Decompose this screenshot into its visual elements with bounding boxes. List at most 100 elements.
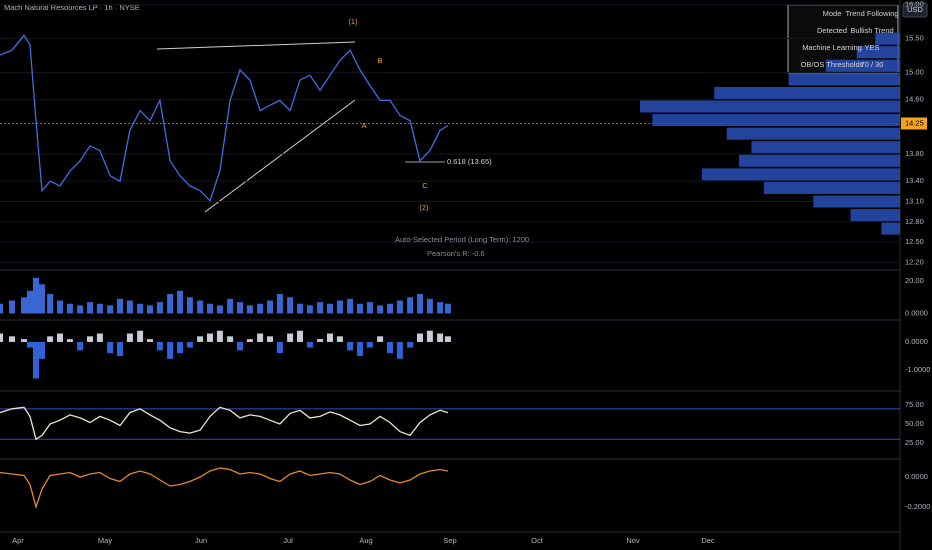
bar: [96, 333, 103, 342]
bar: [9, 336, 15, 342]
y-tick-label: 14.60: [905, 95, 924, 104]
bar: [377, 305, 384, 314]
bar: [257, 333, 264, 342]
bar: [96, 303, 103, 314]
y-tick-label: 75.00: [905, 400, 924, 409]
y-tick-label: 0.0000: [905, 337, 928, 346]
bar: [66, 339, 73, 342]
volume-profile-bar: [856, 46, 900, 59]
bar: [407, 297, 414, 314]
volume-profile-bar: [813, 195, 900, 208]
x-tick-label: Dec: [701, 536, 715, 545]
volume-profile-bar: [763, 181, 900, 194]
annotation: C: [422, 181, 428, 190]
y-tick-label: 13.40: [905, 176, 924, 185]
x-tick-label: Apr: [12, 536, 24, 545]
y-tick-label: 0.0000: [905, 308, 928, 317]
y-tick-label: 16.00: [905, 0, 924, 9]
bar: [437, 333, 444, 342]
bar: [207, 303, 213, 314]
bar: [377, 336, 384, 342]
bar: [66, 303, 73, 314]
bar: [216, 330, 223, 342]
x-tick-label: May: [98, 536, 112, 545]
bar: [137, 303, 144, 314]
bar: [87, 336, 93, 342]
bar: [227, 298, 234, 314]
y-tick-label: 20.00: [905, 276, 924, 285]
bar: [77, 341, 84, 351]
bar: [21, 297, 27, 314]
bar: [207, 333, 213, 342]
table-value: 70 / 30: [861, 60, 884, 69]
y-tick-label: -1.0000: [905, 365, 930, 374]
table-key: Mode: [823, 9, 842, 18]
series-line: [0, 406, 449, 441]
annotation: 0.618 (13.65): [447, 157, 492, 166]
bar: [47, 294, 54, 314]
bar: [186, 297, 193, 314]
bar: [237, 302, 243, 314]
y-tick-label: 25.00: [905, 438, 924, 447]
y-tick-label: 50.00: [905, 419, 924, 428]
table-key: Machine Learning: [802, 43, 862, 52]
bar: [137, 330, 144, 342]
volume-profile-bar: [825, 59, 900, 72]
annotation: A: [361, 121, 366, 130]
y-tick-label: 13.80: [905, 149, 924, 158]
bar: [357, 303, 363, 314]
bar: [387, 303, 393, 314]
bar: [417, 333, 423, 342]
y-tick-label: 12.80: [905, 217, 924, 226]
volume-profile-bar: [850, 209, 900, 222]
bar: [156, 341, 163, 351]
y-tick-label: 12.20: [905, 258, 924, 267]
bar: [444, 303, 451, 314]
bar: [57, 300, 63, 314]
bar: [167, 294, 174, 314]
volume-profile-bar: [788, 73, 900, 86]
x-tick-label: Nov: [626, 536, 640, 545]
x-tick-label: Jun: [195, 536, 207, 545]
bar: [117, 298, 123, 314]
bar: [246, 339, 253, 342]
table-value: Trend Following: [845, 9, 898, 18]
table-key: OB/OS Thresholds: [801, 60, 864, 69]
table-value: Bullish Trend: [850, 26, 893, 35]
bar: [107, 341, 114, 354]
bar: [197, 300, 204, 314]
bar: [177, 290, 183, 314]
chart-title: Mach Natural Resources LP · 1h · NYSE: [4, 3, 140, 12]
y-tick-label: 13.10: [905, 196, 924, 205]
trend-line: [156, 41, 356, 50]
bar: [39, 284, 45, 314]
y-tick-label: 15.00: [905, 68, 924, 77]
bar: [27, 290, 33, 314]
currency-label[interactable]: USD: [907, 5, 923, 14]
bar: [417, 294, 423, 314]
bar: [267, 336, 273, 342]
bar: [0, 303, 3, 314]
bar: [347, 298, 354, 314]
bar: [126, 333, 133, 342]
bar: [396, 341, 403, 359]
bar: [117, 341, 123, 356]
bar: [297, 303, 303, 314]
bar: [147, 339, 153, 342]
y-tick-label: 15.50: [905, 34, 924, 43]
bar: [87, 302, 93, 314]
volume-profile-bar: [751, 141, 900, 154]
bar: [246, 305, 253, 314]
bar: [147, 305, 153, 314]
bar: [347, 341, 354, 351]
currency-button[interactable]: [902, 2, 928, 18]
y-tick-label: -0.2000: [905, 502, 930, 511]
last-price-tag: [901, 117, 927, 130]
series-line: [0, 34, 449, 203]
volume-profile-bar: [640, 100, 900, 113]
bar: [257, 303, 264, 314]
bar: [9, 300, 15, 314]
volume-profile-bar: [875, 32, 900, 45]
bar: [177, 341, 183, 354]
bar: [126, 300, 133, 314]
